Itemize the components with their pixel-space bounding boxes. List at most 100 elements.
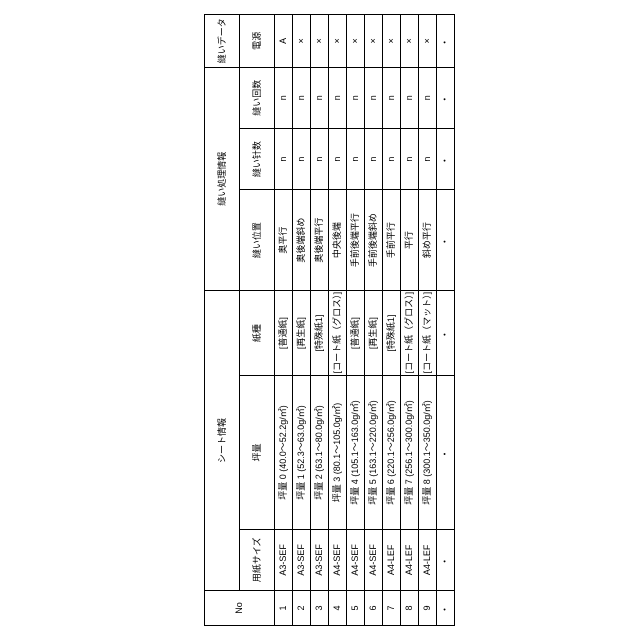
row-cell-needle-count: n: [382, 128, 401, 190]
column-group-sewing-data: 縫いデータ: [204, 14, 240, 68]
table-header: No シート情報 縫い処理情報 縫いデータ 用紙サイズ 坪量 紙種 縫い位置 縫…: [204, 14, 275, 626]
row-cell-sewing-position: ・: [436, 189, 455, 291]
row-cell-paper-size: A4-LEF: [400, 529, 419, 591]
row-cell-paper-size: A4-LEF: [418, 529, 437, 591]
row-cell-weight: 坪量 3 (80.1～105.0g/㎡): [328, 375, 347, 530]
row-cell-no: 1: [274, 590, 293, 626]
row-cell-paper-size: A4-SEF: [364, 529, 383, 591]
row-cell-sewing-position: 中央後端: [328, 189, 347, 291]
row-cell-power: ×: [346, 14, 365, 68]
row-cell-no: 7: [382, 590, 401, 626]
row-cell-sewing-position: 手前平行: [382, 189, 401, 291]
row-cell-power: ・: [436, 14, 455, 68]
row-cell-no: 3: [310, 590, 329, 626]
row-cell-needle-count: n: [310, 128, 329, 190]
column-header-power: 電源: [239, 14, 275, 68]
row-cell-paper-kind: [コート紙（マット）]: [418, 290, 437, 376]
table-row[interactable]: ・・・・・・・・: [436, 14, 455, 626]
row-cell-needle-count: n: [364, 128, 383, 190]
row-cell-needle-count: n: [274, 128, 293, 190]
sheet-sewing-information-table: No シート情報 縫い処理情報 縫いデータ 用紙サイズ 坪量 紙種 縫い位置 縫…: [204, 14, 455, 626]
row-cell-sewing-position: 奥後端斜め: [292, 189, 311, 291]
table-row[interactable]: 3 A3-SEF 坪量 2 (63.1～80.0g/㎡) [特殊紙1] 奥後端平行 n n ×: [310, 14, 329, 626]
row-cell-paper-kind: [再生紙]: [364, 290, 383, 376]
table-row[interactable]: 6 A4-SEF 坪量 5 (163.1～220.0g/㎡) [再生紙] 手前後端斜め n…: [364, 14, 383, 626]
row-cell-power: A: [274, 14, 293, 68]
row-cell-sewing-times: n: [346, 67, 365, 129]
row-cell-weight: 坪量 5 (163.1～220.0g/㎡): [364, 375, 383, 530]
row-cell-no: 6: [364, 590, 383, 626]
row-cell-sewing-times: n: [382, 67, 401, 129]
row-cell-power: ×: [328, 14, 347, 68]
row-cell-sewing-times: ・: [436, 67, 455, 129]
row-cell-weight: ・: [436, 375, 455, 530]
row-cell-paper-kind: [特殊紙1]: [310, 290, 329, 376]
row-cell-sewing-times: n: [418, 67, 437, 129]
row-cell-needle-count: n: [292, 128, 311, 190]
table-row[interactable]: 8 A4-LEF 坪量 7 (256.1～300.0g/㎡) [コート紙（グロス）] 平…: [400, 14, 419, 626]
row-cell-power: ×: [400, 14, 419, 68]
row-cell-weight: 坪量 2 (63.1～80.0g/㎡): [310, 375, 329, 530]
row-cell-power: ×: [418, 14, 437, 68]
column-group-sheet-info: シート情報: [204, 290, 240, 591]
row-cell-needle-count: ・: [436, 128, 455, 190]
row-cell-paper-size: A4-SEF: [328, 529, 347, 591]
row-cell-sewing-times: n: [400, 67, 419, 129]
row-cell-power: ×: [310, 14, 329, 68]
row-cell-sewing-times: n: [292, 67, 311, 129]
row-cell-paper-size: A3-SEF: [310, 529, 329, 591]
row-cell-needle-count: n: [328, 128, 347, 190]
table-row[interactable]: 7 A4-LEF 坪量 6 (220.1～256.0g/㎡) [特殊紙1] 手前平行 n n…: [382, 14, 401, 626]
column-header-sewing-times: 縫い回数: [239, 67, 275, 129]
table-row[interactable]: 9 A4-LEF 坪量 8 (300.1～350.0g/㎡) [コート紙（マット）] 斜…: [418, 14, 437, 626]
table-row[interactable]: 1 A3-SEF 坪量 0 (40.0～52.2g/㎡) [普通紙] 奥平行 n n A: [274, 14, 293, 626]
column-header-paper-size: 用紙サイズ: [239, 529, 275, 591]
row-cell-no: ・: [436, 590, 455, 626]
row-cell-paper-size: A3-SEF: [292, 529, 311, 591]
row-cell-paper-kind: [コート紙（グロス）]: [400, 290, 419, 376]
table-row[interactable]: 5 A4-SEF 坪量 4 (105.1～163.0g/㎡) [普通紙] 手前後端平行 n…: [346, 14, 365, 626]
row-cell-paper-size: A4-LEF: [382, 529, 401, 591]
row-cell-sewing-position: 奥平行: [274, 189, 293, 291]
rotated-table-container: No シート情報 縫い処理情報 縫いデータ 用紙サイズ 坪量 紙種 縫い位置 縫…: [204, 14, 455, 626]
column-header-sewing-position: 縫い位置: [239, 189, 275, 291]
row-cell-sewing-position: 斜め平行: [418, 189, 437, 291]
row-cell-sewing-position: 平行: [400, 189, 419, 291]
row-cell-weight: 坪量 6 (220.1～256.0g/㎡): [382, 375, 401, 530]
column-header-no: No: [204, 590, 275, 626]
row-cell-sewing-position: 奥後端平行: [310, 189, 329, 291]
row-cell-sewing-times: n: [274, 67, 293, 129]
row-cell-needle-count: n: [400, 128, 419, 190]
row-cell-weight: 坪量 4 (105.1～163.0g/㎡): [346, 375, 365, 530]
row-cell-power: ×: [292, 14, 311, 68]
row-cell-paper-kind: [普通紙]: [274, 290, 293, 376]
header-row-group: No シート情報 縫い処理情報 縫いデータ: [204, 14, 275, 626]
row-cell-weight: 坪量 8 (300.1～350.0g/㎡): [418, 375, 437, 530]
column-header-weight: 坪量: [239, 375, 275, 530]
row-cell-paper-size: A3-SEF: [274, 529, 293, 591]
row-cell-weight: 坪量 0 (40.0～52.2g/㎡): [274, 375, 293, 530]
row-cell-paper-size: ・: [436, 529, 455, 591]
table-row[interactable]: 2 A3-SEF 坪量 1 (52.3～63.0g/㎡) [再生紙] 奥後端斜め n n ×: [292, 14, 311, 626]
row-cell-sewing-position: 手前後端平行: [346, 189, 365, 291]
row-cell-sewing-times: n: [310, 67, 329, 129]
row-cell-needle-count: n: [418, 128, 437, 190]
row-cell-sewing-position: 手前後端斜め: [364, 189, 383, 291]
row-cell-no: 4: [328, 590, 347, 626]
row-cell-paper-kind: [再生紙]: [292, 290, 311, 376]
row-cell-paper-kind: ・: [436, 290, 455, 376]
row-cell-no: 9: [418, 590, 437, 626]
row-cell-weight: 坪量 7 (256.1～300.0g/㎡): [400, 375, 419, 530]
table-row[interactable]: 4 A4-SEF 坪量 3 (80.1～105.0g/㎡) [コート紙（グロス）] 中央…: [328, 14, 347, 626]
row-cell-no: 5: [346, 590, 365, 626]
row-cell-no: 8: [400, 590, 419, 626]
row-cell-power: ×: [382, 14, 401, 68]
row-cell-paper-kind: [普通紙]: [346, 290, 365, 376]
row-cell-power: ×: [364, 14, 383, 68]
row-cell-paper-kind: [コート紙（グロス）]: [328, 290, 347, 376]
row-cell-paper-size: A4-SEF: [346, 529, 365, 591]
column-header-paper-kind: 紙種: [239, 290, 275, 376]
row-cell-sewing-times: n: [328, 67, 347, 129]
column-header-needle-count: 縫い针数: [239, 128, 275, 190]
table-body: 1 A3-SEF 坪量 0 (40.0～52.2g/㎡) [普通紙] 奥平行 n n A 2 A3…: [274, 14, 455, 626]
